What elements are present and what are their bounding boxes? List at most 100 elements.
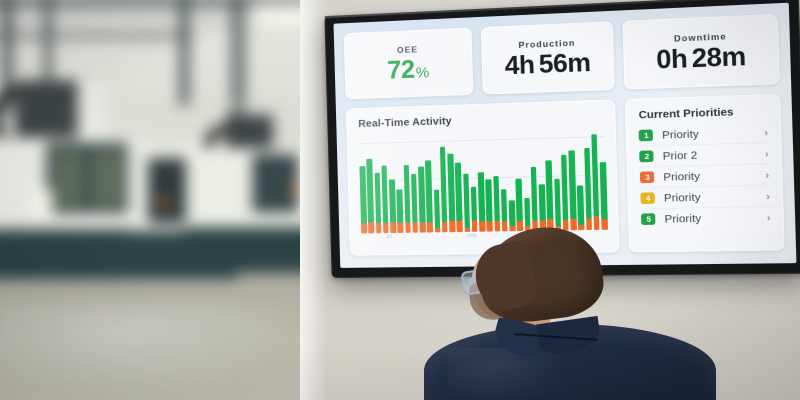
bar-series xyxy=(359,134,608,234)
bar-segment-running xyxy=(577,185,585,225)
priority-row[interactable]: 3 Priority › xyxy=(640,164,772,189)
bar xyxy=(417,167,426,233)
bar xyxy=(425,160,433,233)
bar xyxy=(545,160,554,231)
priority-rank-badge: 4 xyxy=(640,192,656,205)
bar xyxy=(553,178,562,231)
chevron-right-icon[interactable]: › xyxy=(765,169,770,180)
bar-segment-running xyxy=(388,179,396,223)
bar-segment-running xyxy=(500,189,508,222)
support-column xyxy=(231,0,238,148)
wall-seam xyxy=(0,104,328,108)
bar xyxy=(366,158,375,234)
bar-segment-stopped xyxy=(397,222,404,233)
bar-segment-stopped xyxy=(404,222,411,233)
bar-segment-running xyxy=(425,160,433,223)
emergency-stop-button xyxy=(158,197,169,208)
bar-segment-running xyxy=(403,165,411,223)
bar xyxy=(599,162,608,230)
bar-segment-stopped xyxy=(368,222,375,234)
kpi-value-oee: 72 % xyxy=(386,55,429,85)
bar-segment-running xyxy=(359,166,367,224)
bar xyxy=(560,154,569,231)
bar xyxy=(410,173,419,233)
support-column xyxy=(2,0,13,115)
chevron-right-icon[interactable]: › xyxy=(764,126,768,138)
bar-segment-running xyxy=(381,165,389,224)
kpi-label-oee: OEE xyxy=(396,44,419,56)
bar-segment-running xyxy=(447,154,455,222)
bar-segment-running xyxy=(417,167,426,223)
bar-segment-running xyxy=(433,190,441,228)
bar-segment-running xyxy=(530,166,538,221)
bar-segment-stopped xyxy=(375,223,382,234)
cnc-machine-door xyxy=(252,154,299,213)
bar-segment-running xyxy=(470,186,478,221)
bar-segment-running xyxy=(560,154,569,221)
bar-segment-running xyxy=(492,176,501,222)
priority-row[interactable]: 4 Priority › xyxy=(640,185,773,210)
bar-segment-running xyxy=(439,146,448,223)
cnc-machine-window xyxy=(52,150,84,209)
kpi-card-downtime[interactable]: Downtime 0h 28m xyxy=(622,13,780,90)
bar xyxy=(403,165,411,233)
bar xyxy=(388,179,397,234)
kpi-unit-downtime: 28m xyxy=(691,41,747,74)
kpi-value-production: 4h 56m xyxy=(504,48,591,80)
wall-corner-edge xyxy=(300,0,326,400)
chevron-right-icon[interactable]: › xyxy=(764,147,769,159)
bar xyxy=(359,166,367,234)
kpi-number-downtime: 0h xyxy=(655,44,688,75)
bar-segment-running xyxy=(568,150,577,219)
priority-rank-badge: 1 xyxy=(639,129,654,142)
bar xyxy=(485,178,493,232)
bar-segment-running xyxy=(366,158,374,223)
priority-label: Priority xyxy=(663,169,701,184)
priority-rank-badge: 2 xyxy=(639,150,655,163)
cnc-machine-column xyxy=(77,83,107,146)
bar xyxy=(523,198,531,231)
machine-label-sticker xyxy=(31,189,53,219)
kpi-number-oee: 72 xyxy=(386,55,416,85)
bar xyxy=(492,176,501,232)
bar-segment-running xyxy=(454,162,463,221)
bar xyxy=(515,178,524,232)
floor-reflection xyxy=(0,304,307,398)
bar xyxy=(396,189,404,233)
factory-floor xyxy=(0,260,328,400)
bar-segment-running xyxy=(583,148,592,219)
bar xyxy=(530,166,539,231)
kpi-card-production[interactable]: Production 4h 56m xyxy=(480,21,616,95)
bar xyxy=(500,189,508,232)
kpi-unit-production: 56m xyxy=(538,48,591,80)
bar xyxy=(508,200,516,232)
support-column xyxy=(239,0,246,148)
chevron-right-icon[interactable]: › xyxy=(766,211,771,223)
chevron-right-icon[interactable]: › xyxy=(766,190,770,202)
ceiling-light xyxy=(256,10,328,20)
bar-segment-running xyxy=(545,160,554,220)
priority-label: Priority xyxy=(663,190,701,205)
bar xyxy=(381,165,389,234)
priority-label: Priority xyxy=(661,127,699,142)
priorities-list: 1 Priority › 2 Prior 2 › 3 Priority › 4 Priority › 5… xyxy=(638,121,773,229)
support-column xyxy=(44,0,52,92)
bar xyxy=(583,148,593,231)
priority-label: Prior 2 xyxy=(662,148,698,163)
bar xyxy=(462,173,471,232)
operator-person xyxy=(418,220,718,400)
bar xyxy=(591,134,600,230)
bar-segment-running xyxy=(374,172,382,224)
bar-segment-running xyxy=(410,173,418,223)
kpi-card-oee[interactable]: OEE 72 % xyxy=(343,27,474,100)
priority-label: Priority xyxy=(664,211,702,226)
kpi-label-downtime: Downtime xyxy=(673,30,727,44)
bar-segment-running xyxy=(508,200,516,226)
bar-segment-running xyxy=(477,172,485,222)
cnc-machine-head xyxy=(15,80,78,145)
bar-segment-running xyxy=(515,178,523,221)
bar-segment-stopped xyxy=(382,223,389,234)
bar-segment-running xyxy=(485,178,493,222)
cnc-machine-window xyxy=(92,150,124,209)
priority-row[interactable]: 5 Priority › xyxy=(641,207,772,229)
